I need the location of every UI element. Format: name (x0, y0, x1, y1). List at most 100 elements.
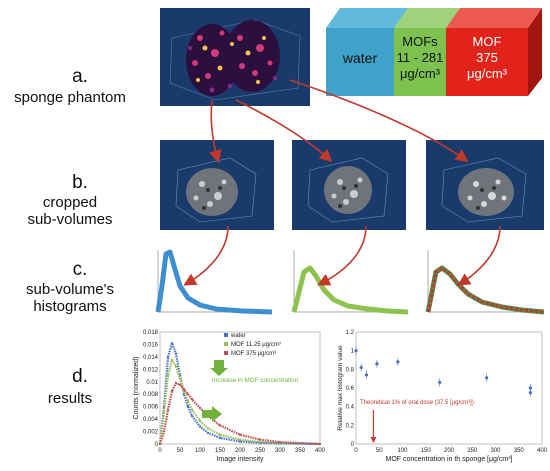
data-point (166, 355, 170, 358)
data-point (278, 441, 282, 444)
data-point (178, 377, 182, 380)
legend-mofs-line3: μg/cm³ (400, 66, 440, 81)
oral-dose-arrow-head (370, 437, 377, 443)
x-tick-label: 350 (514, 448, 525, 454)
legend-mofs-line1: MOFs (402, 34, 438, 49)
sponge-phantom-image (160, 8, 310, 106)
data-point (318, 442, 322, 446)
histogram-comparison-chart: 0 50 100 150 200 250 300 350 400 0 0.002 0.004 0.006… (133, 330, 326, 463)
data-point (218, 436, 222, 439)
label-c-desc2: histograms (33, 298, 107, 315)
sponge-phantom-render (169, 19, 301, 101)
y-tick-label: 1 (351, 349, 355, 355)
data-point (206, 431, 210, 434)
legend-mof375-line1: MOF (472, 34, 502, 49)
data-point (359, 365, 363, 370)
data-point (174, 365, 178, 368)
legend-label-2: MOF 375 μg/cm³ (231, 351, 276, 357)
data-point (238, 433, 242, 436)
y-axis-label: Relative max histogram value (337, 345, 344, 431)
data-point (485, 376, 489, 380)
y-tick-label: 0.01 (146, 380, 158, 386)
plot-area (355, 331, 543, 445)
x-tick-label: 400 (315, 448, 326, 454)
annotation-increase: Increase in MOF concentration (212, 377, 299, 384)
histogram-mof375 (425, 250, 545, 315)
y-tick-label: 0.006 (143, 405, 159, 411)
y-tick-label: 0.008 (143, 392, 159, 398)
legend-marker-2 (224, 351, 228, 355)
y-tick-label: 0 (351, 442, 355, 448)
histogram-water (155, 249, 273, 315)
data-point (364, 373, 369, 377)
data-point (174, 352, 178, 355)
y-tick-label: 0.012 (143, 367, 159, 373)
data-point (166, 408, 170, 411)
data-point (258, 438, 262, 441)
annotation-oral-dose: Theoretical 1% of oral dose (37.5 [μg/cm… (360, 400, 474, 406)
legend-mof375-line2: 375 (476, 50, 498, 65)
label-b-step: b. (72, 172, 88, 193)
x-axis-label: MOF concentration in th sponge [μg/cm³] (386, 456, 513, 463)
series-line-2 (158, 381, 321, 446)
subvolume-mof375-render (441, 157, 527, 223)
data-point (182, 388, 186, 391)
data-point (218, 424, 222, 427)
label-c-desc1: sub-volume's (26, 281, 114, 298)
subvolume-mof375-image (426, 140, 544, 230)
data-point (238, 438, 242, 441)
data-point (198, 419, 202, 423)
series-line-1 (158, 357, 321, 446)
data-point (206, 427, 210, 430)
subvolume-mofs-render (307, 157, 389, 223)
legend-mofs-label: MOFs 11 - 281 μg/cm³ (394, 34, 446, 82)
x-tick-label: 0 (354, 448, 358, 454)
data-point (170, 342, 174, 345)
data-point (218, 433, 222, 436)
data-point (190, 408, 194, 411)
data-point (186, 400, 190, 403)
relative-max-chart: 0 50 100 150 200 250 300 350 400 0 0.2 0.4 0.6 0.8 1 1.… (337, 330, 548, 463)
label-d-desc: results (47, 390, 93, 407)
legend-mof375-label: MOF 375 μg/cm³ (446, 34, 528, 82)
x-tick-label: 300 (490, 448, 501, 454)
label-a-step: a. (72, 66, 88, 87)
x-tick-label: 0 (158, 448, 162, 454)
data-point (238, 440, 242, 443)
x-axis-label: Image intensity (216, 456, 264, 463)
y-axis-label: Counts (normalized) (133, 356, 140, 419)
y-tick-label: 0.002 (143, 430, 159, 436)
y-tick-label: 0.018 (143, 330, 159, 336)
data-point (170, 358, 174, 362)
data-point (186, 405, 190, 408)
green-right-arrow (202, 406, 222, 422)
y-tick-label: 0 (155, 442, 159, 448)
x-tick-label: 350 (295, 448, 306, 454)
x-tick-label: 200 (444, 448, 455, 454)
data-point (396, 360, 400, 364)
data-point (354, 349, 358, 353)
x-tick-label: 50 (177, 448, 184, 454)
data-point (375, 362, 379, 366)
y-tick-label: 0.6 (346, 386, 355, 392)
data-point (162, 411, 166, 414)
y-tick-label: 1.2 (346, 330, 355, 336)
data-point (174, 381, 178, 385)
x-tick-label: 50 (376, 448, 383, 454)
label-b-desc1: cropped (42, 194, 98, 211)
x-tick-label: 250 (467, 448, 478, 454)
subvolume-water-image (160, 140, 274, 230)
x-tick-label: 100 (397, 448, 408, 454)
data-point (258, 441, 262, 444)
legend-mof375-line3: μg/cm³ (467, 66, 507, 81)
y-tick-label: 0.014 (143, 355, 159, 361)
legend-marker-1 (224, 342, 228, 346)
plot-area (159, 331, 321, 445)
x-tick-label: 150 (215, 448, 226, 454)
y-tick-label: 0.004 (143, 417, 159, 423)
subvolume-mofs-image (292, 140, 406, 230)
legend-mofs-line2: 11 - 281 (396, 50, 444, 65)
label-d-step: d. (72, 366, 88, 387)
y-tick-label: 0.016 (143, 342, 159, 348)
data-point (158, 442, 162, 446)
